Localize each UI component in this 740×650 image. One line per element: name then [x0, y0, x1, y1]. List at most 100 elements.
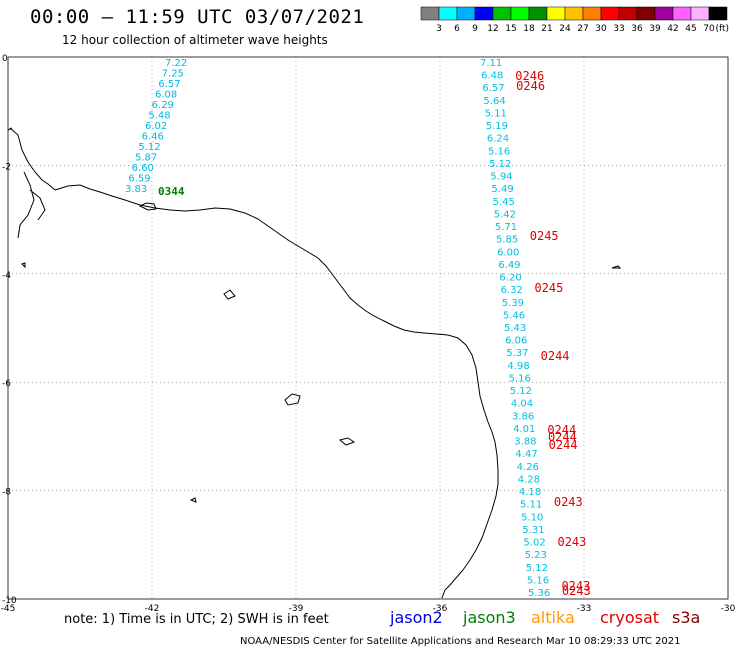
mission-label-altika: altika — [531, 608, 575, 627]
lat-tick-label: -10 — [2, 596, 17, 606]
wave-height-label: 4.18 — [519, 487, 541, 498]
wave-height-label: 5.46 — [503, 310, 525, 321]
wave-height-label: 6.06 — [505, 336, 527, 347]
wave-height-label: 5.12 — [510, 386, 532, 397]
wave-height-label: 5.36 — [528, 588, 550, 599]
color-scale-label: 12 — [487, 24, 498, 34]
island — [611, 265, 622, 269]
lat-tick-label: -2 — [2, 162, 11, 172]
track-time-label: 0246 — [516, 79, 545, 93]
wave-height-label: 5.87 — [135, 153, 157, 164]
wave-height-label: 5.48 — [148, 111, 170, 122]
wave-height-label: 5.85 — [496, 235, 518, 246]
color-scale-label: 27 — [577, 24, 588, 34]
wave-height-label: 5.49 — [491, 184, 513, 195]
track-time-label: 0244 — [541, 349, 570, 363]
wave-height-label: 5.31 — [522, 525, 544, 536]
wave-height-label: 4.47 — [515, 449, 537, 460]
track-time-label: 0243 — [562, 584, 591, 598]
track-time-label: 0344 — [158, 185, 185, 198]
wave-height-label: 5.43 — [504, 323, 526, 334]
wave-height-label: 5.23 — [525, 550, 547, 561]
wave-height-label: 5.19 — [486, 121, 508, 132]
note-text: note: 1) Time is in UTC; 2) SWH is in fe… — [64, 612, 329, 627]
coastline-fragment — [138, 202, 157, 211]
lon-tick-label: -30 — [721, 604, 736, 614]
wave-height-label: 5.10 — [521, 512, 543, 523]
mission-label-jason3: jason3 — [463, 608, 516, 627]
lon-tick-label: -45 — [1, 604, 16, 614]
wave-height-label: 5.11 — [485, 108, 507, 119]
wave-height-label: 3.86 — [512, 411, 534, 422]
island — [223, 289, 236, 300]
track-time-label: 0245 — [534, 281, 563, 295]
color-scale-bar: 3 6 9 12 15 18 21 24 27 30 33 36 39 42 45 70 (ft) — [420, 6, 729, 34]
lon-tick-label: -39 — [289, 604, 304, 614]
color-scale-label: 15 — [505, 24, 516, 34]
wave-height-label: 5.12 — [138, 142, 160, 153]
track-time-label: 0243 — [561, 579, 590, 593]
wave-height-label: 7.25 — [162, 69, 184, 80]
wave-height-label: 5.94 — [490, 172, 512, 183]
color-scale-label: 30 — [595, 24, 607, 34]
wave-height-label: 4.26 — [517, 462, 539, 473]
coastline — [54, 184, 499, 599]
color-scale-label: 45 — [685, 24, 696, 34]
color-scale-label: 39 — [649, 24, 661, 34]
mission-label-jason2: jason2 — [390, 608, 443, 627]
map-subtitle: 12 hour collection of altimeter wave hei… — [62, 33, 328, 47]
wave-height-label: 6.59 — [128, 174, 150, 185]
satellite-track-2: 7.116.486.575.645.115.196.245.165.125.94… — [480, 58, 591, 599]
lat-tick-label: -6 — [2, 379, 11, 389]
wave-height-label: 5.39 — [502, 298, 524, 309]
track-time-label: 0243 — [557, 535, 586, 549]
color-scale-label: 9 — [472, 24, 478, 34]
island — [189, 497, 197, 503]
wave-height-label: 6.24 — [487, 134, 509, 145]
wave-height-label: 4.04 — [511, 399, 533, 410]
wave-height-label: 4.98 — [507, 361, 529, 372]
wave-height-label: 6.48 — [481, 71, 503, 82]
lat-tick-label: -8 — [2, 488, 11, 498]
wave-height-label: 6.02 — [145, 121, 167, 132]
track-time-label: 0246 — [515, 69, 544, 83]
wave-height-label: 3.88 — [514, 437, 536, 448]
map-grid — [7, 56, 729, 600]
color-swatch — [708, 6, 728, 21]
coastline-fragment — [7, 127, 56, 239]
wave-height-label: 7.22 — [165, 58, 187, 69]
track-time-label: 0243 — [554, 495, 583, 509]
map-frame — [7, 56, 729, 600]
track-time-label: 0244 — [547, 423, 576, 437]
color-scale-label: 3 — [436, 24, 442, 34]
footer-credit: NOAA/NESDIS Center for Satellite Applica… — [240, 636, 681, 647]
map-tick-labels: -45 -42 -39 -36 -33 -30 0 -2 -4 -6 -8 -10 — [1, 54, 736, 614]
lon-tick-label: -42 — [145, 604, 160, 614]
mission-label-s3a: s3a — [672, 608, 701, 627]
wave-height-label: 3.83 — [125, 184, 147, 195]
lat-tick-label: -4 — [2, 271, 11, 281]
island — [284, 393, 301, 406]
wave-height-label: 6.29 — [152, 100, 174, 111]
track-time-label: 0244 — [548, 430, 577, 444]
mission-label-cryosat: cryosat — [600, 608, 660, 627]
color-scale-label: 6 — [454, 24, 460, 34]
wave-height-label: 6.49 — [498, 260, 520, 271]
wave-height-label: 5.71 — [495, 222, 517, 233]
wave-height-label: 6.57 — [482, 83, 504, 94]
wave-height-label: 4.28 — [518, 474, 540, 485]
color-scale-label: 18 — [523, 24, 535, 34]
wave-height-label: 5.64 — [483, 96, 505, 107]
wave-height-label: 6.46 — [142, 132, 164, 143]
color-scale-label: 36 — [631, 24, 643, 34]
wave-height-label: 6.57 — [158, 79, 180, 90]
wave-height-label: 5.12 — [489, 159, 511, 170]
wave-height-label: 5.16 — [488, 146, 510, 157]
wave-height-label: 6.08 — [155, 90, 177, 101]
track-time-label: 0245 — [530, 229, 559, 243]
island — [338, 437, 356, 446]
wave-height-label: 5.12 — [526, 563, 548, 574]
wave-height-label: 5.42 — [494, 209, 516, 220]
lon-tick-label: -36 — [433, 604, 448, 614]
